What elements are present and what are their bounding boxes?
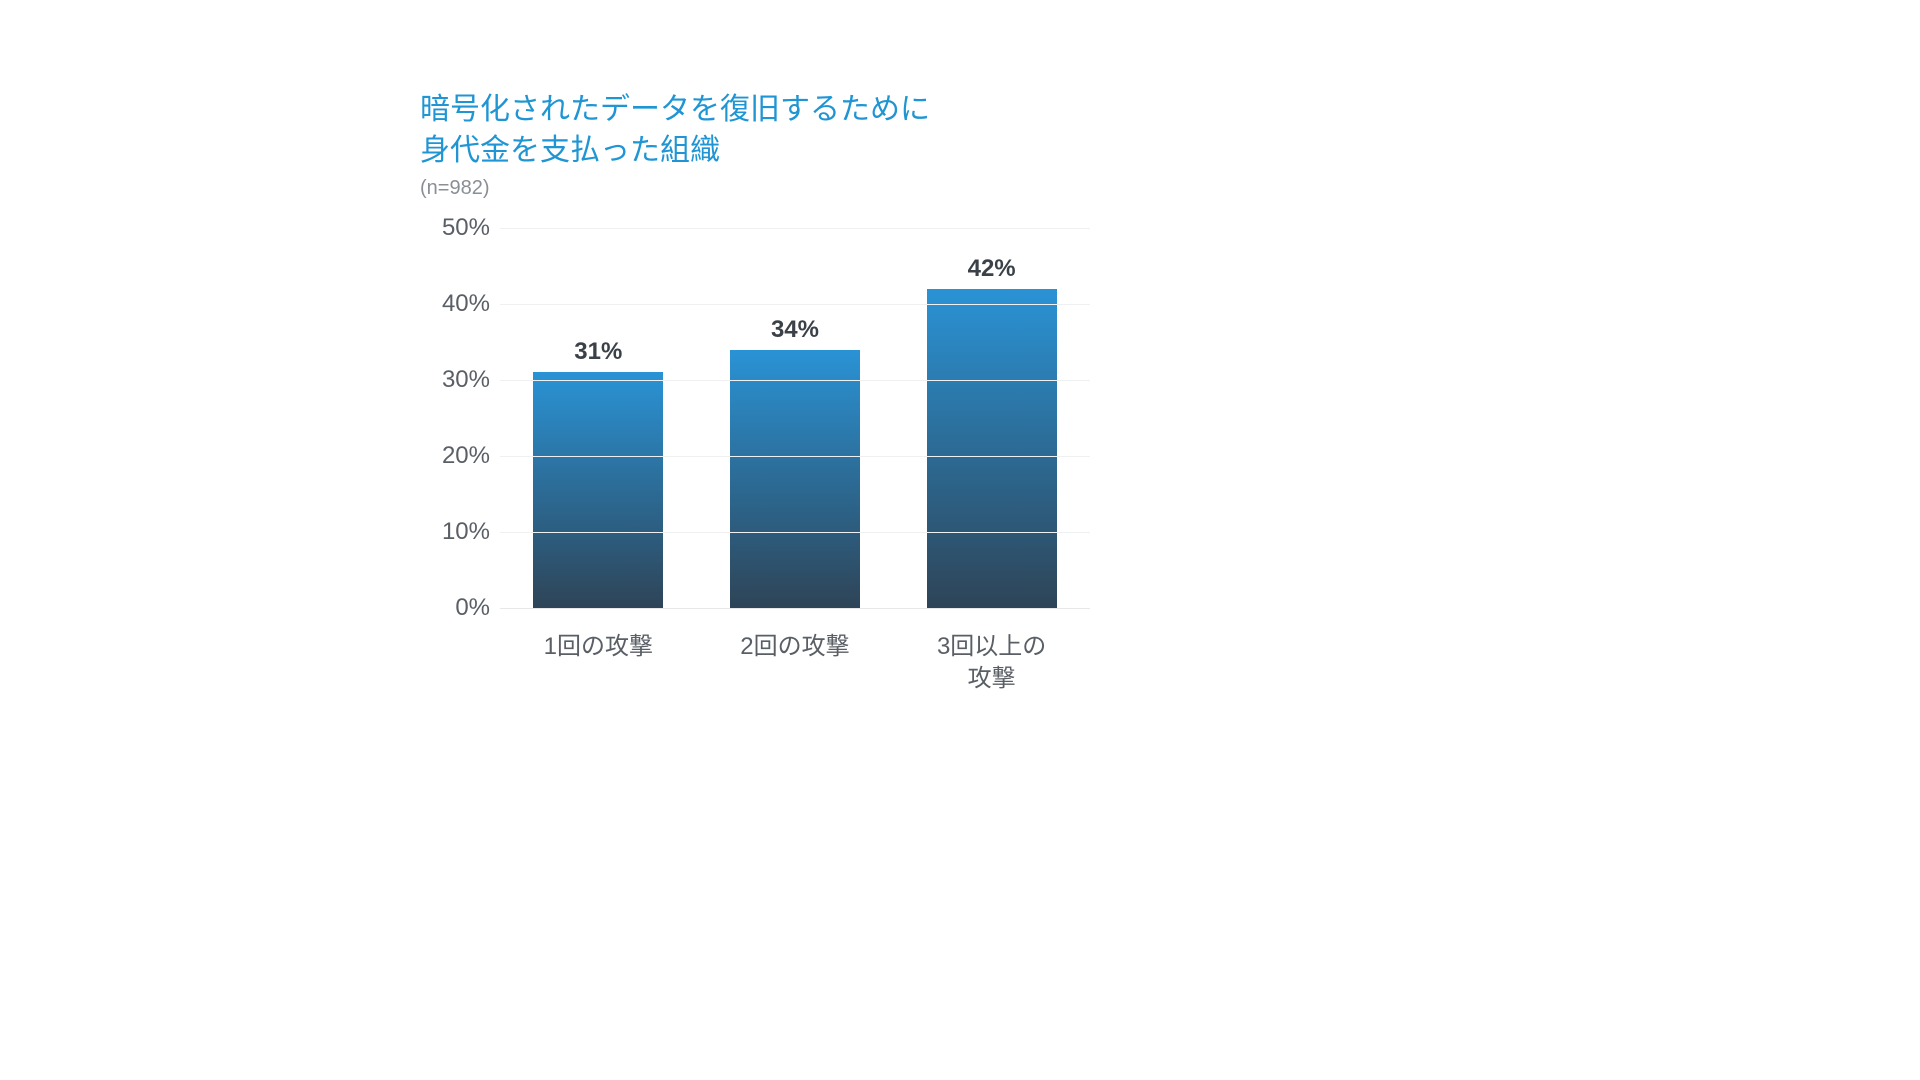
y-tick-label: 20%	[420, 442, 490, 470]
chart-title-line2: 身代金を支払った組織	[420, 134, 720, 167]
x-axis: 1回の攻撃 2回の攻撃 3回以上の攻撃	[500, 631, 1090, 696]
y-tick-label: 50%	[420, 214, 490, 242]
bars-container: 31% 34% 42%	[500, 228, 1090, 608]
bar-chart: 暗号化されたデータを復旧するために 身代金を支払った組織 (n=982) 31%…	[420, 90, 1120, 696]
bar-value-label: 42%	[968, 255, 1016, 283]
bar-slot: 34%	[730, 316, 860, 608]
x-tick-label: 3回以上の攻撃	[912, 631, 1072, 696]
bar	[533, 372, 663, 608]
y-tick-label: 10%	[420, 518, 490, 546]
grid-line	[500, 228, 1090, 229]
bar	[730, 350, 860, 608]
y-tick-label: 0%	[420, 594, 490, 622]
chart-title: 暗号化されたデータを復旧するために 身代金を支払った組織	[420, 90, 1120, 171]
chart-title-line1: 暗号化されたデータを復旧するために	[420, 93, 930, 126]
chart-subtitle: (n=982)	[420, 177, 1120, 200]
bar-slot: 42%	[927, 255, 1057, 608]
y-tick-label: 40%	[420, 290, 490, 318]
bar-value-label: 31%	[574, 338, 622, 366]
bar	[927, 289, 1057, 608]
x-tick-label: 1回の攻撃	[518, 631, 678, 696]
plot-area: 31%34%42% 0%10%20%30%40%50%	[500, 228, 1090, 609]
bar-slot: 31%	[533, 338, 663, 608]
grid-line	[500, 456, 1090, 457]
grid-line	[500, 304, 1090, 305]
grid-line	[500, 380, 1090, 381]
bar-value-label: 34%	[771, 316, 819, 344]
grid-line	[500, 532, 1090, 533]
y-tick-label: 30%	[420, 366, 490, 394]
x-tick-label: 2回の攻撃	[715, 631, 875, 696]
